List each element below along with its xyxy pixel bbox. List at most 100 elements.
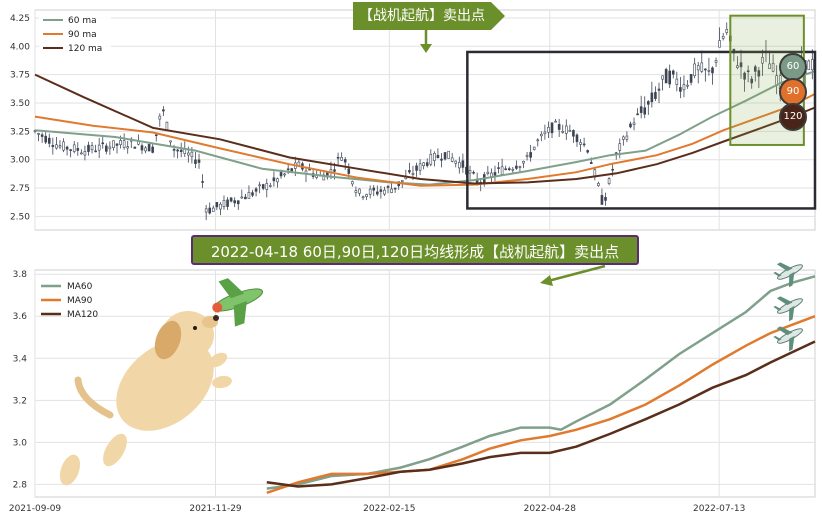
top-y-tick-label: 3.25: [10, 127, 30, 137]
candle-body: [572, 130, 575, 137]
airplane-wing-top: [776, 326, 793, 336]
candle-body: [354, 190, 358, 193]
candle-body: [443, 152, 447, 160]
candle-body: [204, 208, 208, 213]
candle-body: [240, 196, 244, 199]
candle-body: [340, 157, 343, 161]
candle-body: [65, 146, 69, 150]
top-series-line-120-ma: [34, 73, 816, 185]
top-y-tick-label: 4.00: [10, 42, 30, 52]
top-legend-label: 120 ma: [68, 44, 102, 54]
candle-body: [343, 159, 347, 163]
candle-body: [390, 188, 393, 193]
airplane-wing-bottom: [789, 305, 795, 322]
candle-body: [154, 134, 158, 136]
candle-body: [172, 149, 176, 151]
candle-body: [718, 40, 721, 48]
candle-body: [72, 144, 76, 152]
candle-body: [176, 149, 179, 152]
candle-body: [721, 36, 725, 39]
top-arrow-head: [420, 44, 432, 53]
bottom-x-tick-label: 2022-04-28: [524, 504, 577, 514]
candle-body: [122, 140, 126, 148]
candle-body: [208, 207, 212, 214]
candle-body: [433, 153, 436, 161]
airplane-wing-bottom: [789, 335, 795, 352]
candle-body: [696, 65, 700, 71]
candle-body: [625, 135, 629, 140]
top-banner-label: 【战机起航】卖出点: [353, 2, 491, 30]
candle-body: [515, 165, 518, 169]
candle-body: [365, 194, 368, 198]
candle-body: [536, 139, 540, 142]
bottom-x-tick-label: 2022-02-15: [363, 504, 415, 514]
candle-body: [94, 150, 97, 153]
candle-body: [351, 181, 354, 185]
candle-body: [40, 134, 44, 137]
candle-body: [254, 188, 258, 192]
candle-body: [112, 140, 115, 149]
candle-body: [400, 180, 404, 182]
candle-body: [647, 101, 650, 105]
candle-body: [51, 145, 55, 147]
candle-body: [497, 167, 500, 169]
candle-body: [147, 144, 151, 152]
bottom-y-tick-label: 3.4: [13, 354, 28, 364]
candle-body: [379, 189, 383, 192]
dog-front-paw: [212, 375, 232, 389]
candle-body: [211, 207, 215, 212]
candle-body: [543, 131, 547, 135]
badge-ma90: 90: [779, 78, 807, 106]
top-y-tick-label: 2.50: [10, 212, 30, 222]
bottom-x-tick-label: 2021-09-09: [9, 504, 62, 514]
candle-body: [358, 188, 361, 194]
candle-body: [108, 146, 112, 150]
candle-body: [386, 186, 390, 188]
dog-body: [116, 339, 214, 431]
candle-body: [187, 152, 190, 156]
toy-airplane-icon: [212, 278, 264, 327]
candle-body: [671, 70, 675, 75]
top-y-tick-label: 3.50: [10, 99, 30, 109]
candle-body: [582, 143, 586, 146]
bottom-series-line-MA120: [266, 340, 816, 488]
candle-body: [219, 203, 222, 210]
toy-plane-wing-top: [218, 278, 245, 299]
candle-body: [236, 200, 240, 205]
candle-body: [504, 168, 507, 171]
candle-body: [47, 137, 51, 144]
candle-body: [579, 142, 582, 145]
candle-body: [418, 163, 422, 171]
candle-body: [169, 140, 172, 143]
candle-body: [550, 122, 554, 134]
candle-body: [251, 192, 254, 196]
candle-body: [194, 159, 197, 164]
airplane-wing-bottom: [789, 271, 795, 288]
candle-body: [472, 171, 475, 174]
candle-body: [415, 165, 418, 171]
candle-body: [58, 145, 62, 148]
candle-body: [201, 181, 204, 183]
candle-body: [90, 145, 94, 151]
candle-body: [518, 166, 522, 168]
candle-body: [197, 159, 201, 163]
top-banner-arrow-icon: [491, 2, 505, 30]
candle-body: [436, 154, 440, 158]
candle-body: [657, 88, 661, 91]
candle-body: [265, 183, 269, 190]
candle-body: [408, 170, 411, 173]
bottom-y-tick-label: 3.0: [13, 438, 28, 448]
candle-body: [771, 63, 775, 72]
candle-body: [144, 147, 147, 152]
candle-body: [679, 87, 682, 92]
candle-body: [554, 120, 557, 123]
top-legend-label: 60 ma: [68, 16, 97, 26]
airplane-icon: [773, 262, 803, 288]
candle-body: [269, 185, 272, 187]
dog-hind-leg: [59, 454, 81, 486]
candle-body: [411, 173, 415, 175]
candle-body: [604, 197, 607, 201]
candle-body: [650, 92, 654, 103]
candle-body: [686, 84, 689, 87]
